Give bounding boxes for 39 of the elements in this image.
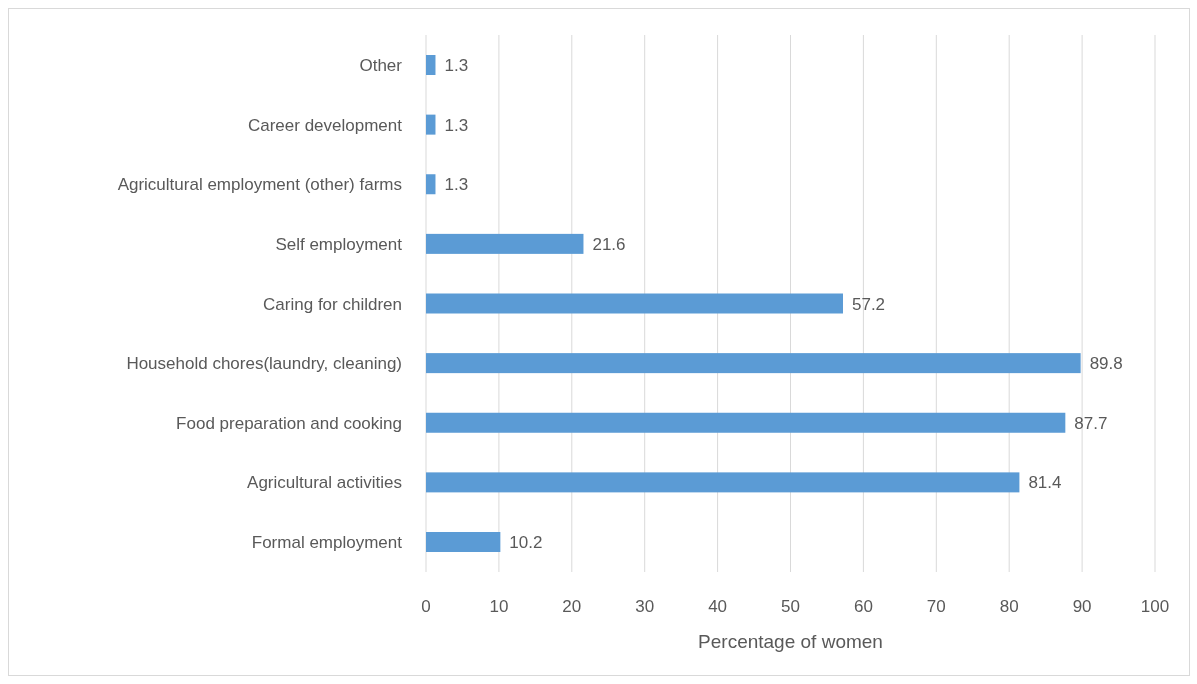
x-tick-label: 40 [708,597,728,616]
x-tick-label: 80 [999,597,1019,616]
x-tick-label: 70 [926,597,946,616]
x-tick-label: 10 [489,597,509,616]
y-tick-label: Agricultural employment (other) farms [117,175,402,195]
data-label: 87.7 [1074,413,1108,433]
y-tick-label: Food preparation and cooking [176,413,402,433]
x-tick-label: 20 [562,597,582,616]
data-label: 1.3 [444,56,469,75]
bar [426,114,436,135]
data-label: 81.4 [1028,473,1062,493]
data-label: 1.3 [444,175,469,195]
x-tick-label: 60 [853,597,873,616]
bar [426,353,1081,374]
x-tick-label: 100 [1140,597,1170,616]
data-label: 57.2 [851,294,886,314]
bar [426,472,1020,493]
y-tick-label: Other [359,56,403,75]
y-tick-label: Household chores(laundry, cleaning) [126,354,402,374]
y-tick-label: Career development [247,115,403,135]
bar [426,233,584,254]
x-tick-label: 30 [635,597,655,616]
x-tick-label: 50 [781,597,800,616]
bar [426,532,501,552]
bar [426,412,1066,433]
data-label: 21.6 [592,234,626,254]
bar [426,293,843,314]
data-label: 10.2 [509,533,543,552]
data-label: 89.8 [1089,354,1123,374]
y-tick-label: Agricultural activities [247,473,402,493]
y-tick-label: Formal employment [251,533,403,552]
x-axis-title: Percentage of women [698,631,883,652]
x-tick-label: 90 [1072,597,1092,616]
y-tick-label: Caring for children [263,294,402,314]
x-tick-label: 0 [421,597,431,616]
y-tick-label: Self employment [275,234,403,254]
bar [426,174,436,195]
data-label: 1.3 [444,115,469,135]
bar [426,55,436,75]
